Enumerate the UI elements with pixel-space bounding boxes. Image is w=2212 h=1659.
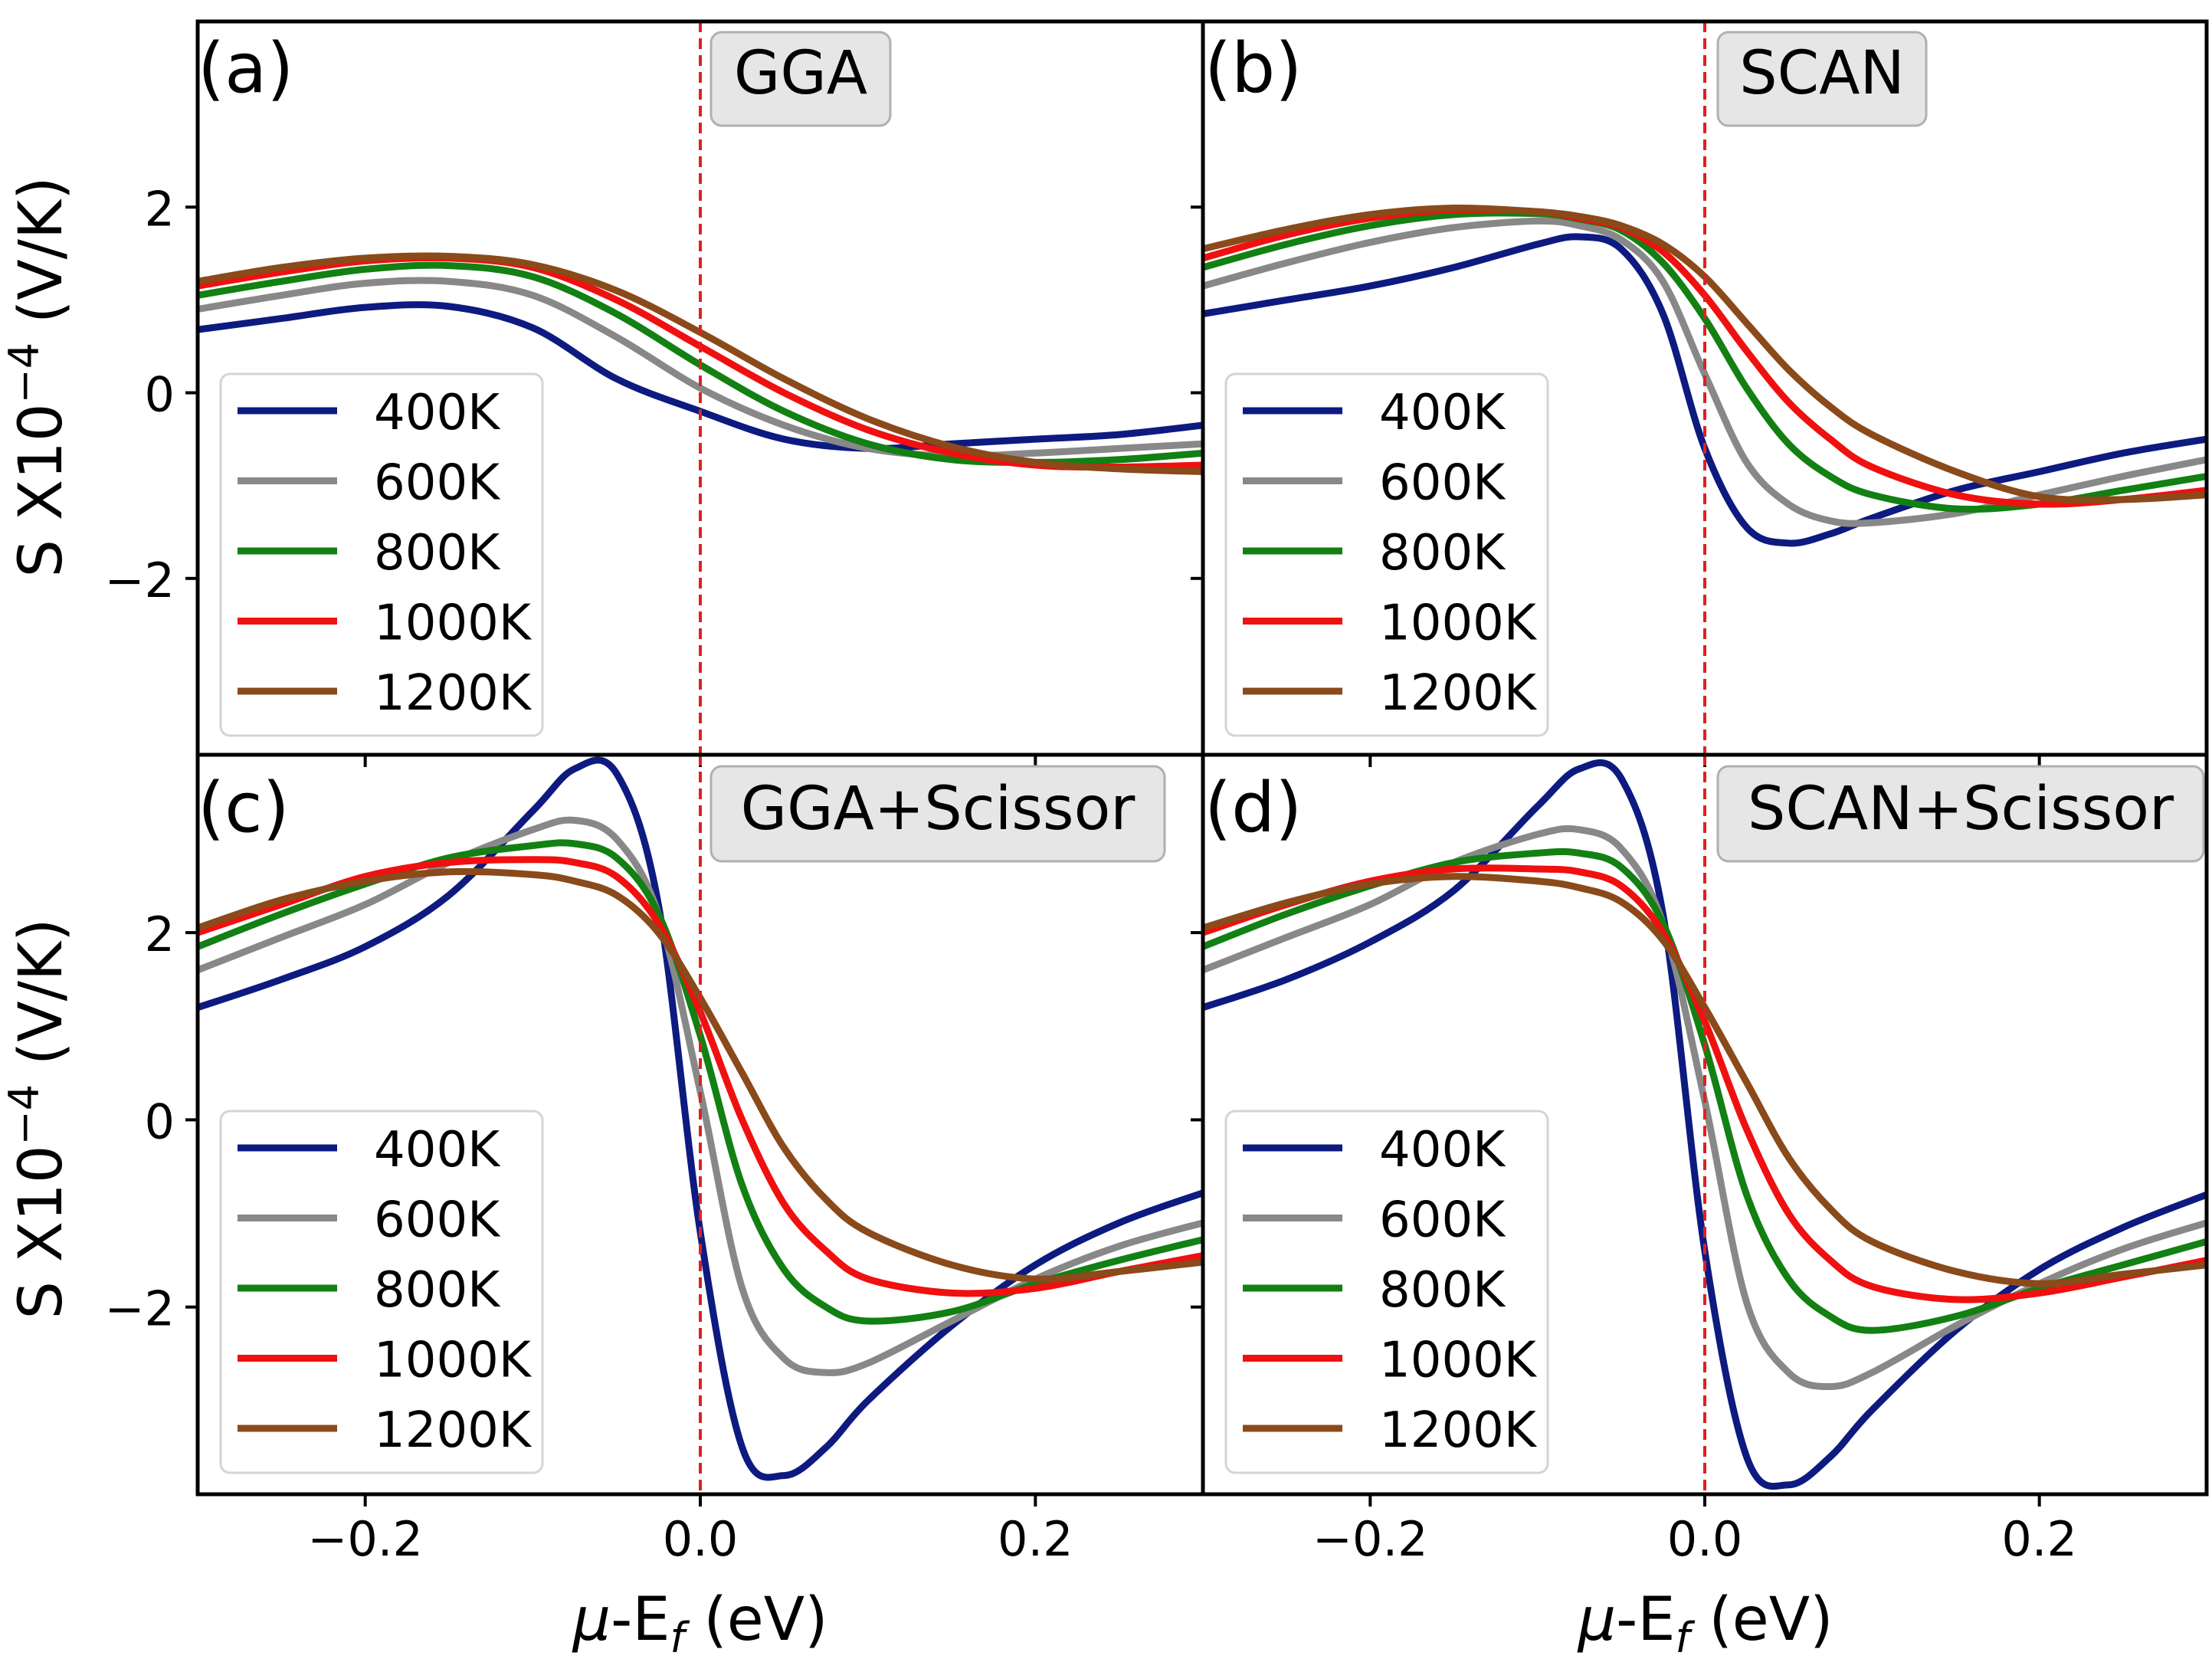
x-tick-label: 0.0 [663,1511,739,1567]
series-line-1200K [1203,873,2207,1287]
legend-label-400K: 400K [1379,385,1506,441]
panel-a-ticks: −2 0 2 [105,181,1037,767]
x-tick-label: 0.2 [2001,1511,2077,1567]
panel-c: −2 0 2 −0.2 0.0 0.2 (c) GGA+Scissor 400K 600K 8… [105,752,1205,1567]
panel-a-method-label: GGA [734,39,867,108]
legend-label-600K: 600K [374,1192,501,1249]
legend-label-1000K: 1000K [374,1333,533,1389]
x-tick-label: −0.2 [1312,1511,1428,1567]
panel-d-method-box: SCAN+Scissor [1716,765,2205,863]
legend-label-1200K: 1200K [374,665,533,722]
legend-label-800K: 800K [374,525,501,582]
legend-label-400K: 400K [1379,1122,1506,1179]
y-tick-label: −2 [105,552,175,608]
legend-label-600K: 600K [374,455,501,512]
legend-box [219,372,544,737]
panel-c-ticks: −2 0 2 −0.2 0.0 0.2 [105,907,1073,1567]
series-line-800K [1203,209,2207,513]
y-tick-label: 0 [145,1093,175,1149]
series-line-600K [198,277,1203,460]
panel-d-method-label: SCAN+Scissor [1748,775,2174,844]
x-tick-label: 0.2 [998,1511,1073,1567]
series-line-1200K [198,867,1203,1283]
panel-a-method-box: GGA [709,31,892,127]
y-tick-label: 2 [145,907,175,962]
legend-label-1000K: 1000K [1379,595,1538,652]
legend-box [219,1110,544,1474]
legend-label-1000K: 1000K [374,595,533,652]
panel-d-ticks: −0.2 0.0 0.2 [1191,931,2077,1567]
panel-b-method-label: SCAN [1739,39,1905,108]
legend-label-1000K: 1000K [1379,1333,1538,1389]
series-line-1200K [1203,204,2207,504]
y-axis-label-bottom: S X10−4 (V/K) [0,918,76,1319]
legend-label-800K: 800K [374,1262,501,1319]
panel-b-series [1203,204,2207,547]
series-line-1000K [198,856,1203,1297]
legend-label-1200K: 1200K [374,1402,533,1459]
panel-b-legend: 400K 600K 800K 1000K 1200K [1224,372,1549,737]
panel-c-letter: (c) [198,768,290,848]
panel-c-method-box: GGA+Scissor [709,765,1166,863]
y-axis-label-top: S X10−4 (V/K) [0,176,76,577]
x-tick-label: −0.2 [307,1511,423,1567]
legend-label-400K: 400K [374,385,501,441]
panel-c-method-label: GGA+Scissor [741,775,1136,844]
series-line-1000K [1203,864,2207,1303]
panel-c-legend: 400K 600K 800K 1000K 1200K [219,1110,544,1474]
series-line-400K [1203,233,2207,547]
panel-c-series [198,756,1203,1481]
panel-d-legend: 400K 600K 800K 1000K 1200K [1224,1110,1549,1474]
y-tick-label: 2 [145,181,175,237]
legend-label-800K: 800K [1379,1262,1506,1319]
legend-label-600K: 600K [1379,455,1506,512]
panel-a-legend: 400K 600K 800K 1000K 1200K [219,372,544,737]
legend-label-800K: 800K [1379,525,1506,582]
panel-b: (b) SCAN 400K 600K 800K 1000K 1200K [1191,19,2209,767]
panel-b-method-box: SCAN [1716,31,1928,127]
legend-box [1224,1110,1549,1474]
x-tick-label: 0.0 [1667,1511,1743,1567]
legend-label-1200K: 1200K [1379,665,1538,722]
legend-label-1200K: 1200K [1379,1402,1538,1459]
panel-d: −0.2 0.0 0.2 (d) SCAN+Scissor 400K 600K 800K… [1191,752,2209,1567]
panel-d-letter: (d) [1204,768,1302,848]
panel-a-letter: (a) [198,28,293,109]
panel-b-letter: (b) [1204,28,1302,109]
x-axis-label-left: μ-Ef (eV) [571,1585,827,1659]
y-tick-label: 0 [145,367,175,423]
legend-label-400K: 400K [374,1122,501,1179]
x-axis-label-right: μ-Ef (eV) [1576,1585,1833,1659]
y-tick-label: −2 [105,1281,175,1337]
legend-label-600K: 600K [1379,1192,1506,1249]
legend-box [1224,372,1549,737]
panel-a: −2 0 2 (a) GGA 400K 600K 800K 1000K 1200K [105,19,1205,767]
